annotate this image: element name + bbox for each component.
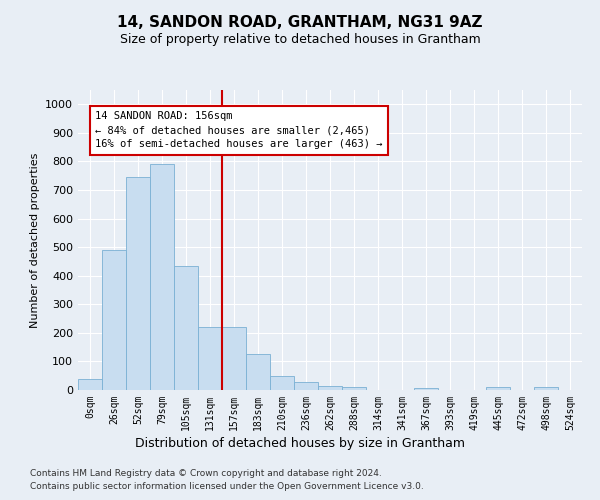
Bar xyxy=(486,387,510,390)
Text: 14, SANDON ROAD, GRANTHAM, NG31 9AZ: 14, SANDON ROAD, GRANTHAM, NG31 9AZ xyxy=(117,15,483,30)
Bar xyxy=(414,388,438,390)
Text: Contains HM Land Registry data © Crown copyright and database right 2024.: Contains HM Land Registry data © Crown c… xyxy=(30,468,382,477)
Text: Distribution of detached houses by size in Grantham: Distribution of detached houses by size … xyxy=(135,438,465,450)
Bar xyxy=(150,164,174,390)
Y-axis label: Number of detached properties: Number of detached properties xyxy=(29,152,40,328)
Bar xyxy=(318,386,342,390)
Bar xyxy=(174,266,198,390)
Text: 14 SANDON ROAD: 156sqm
← 84% of detached houses are smaller (2,465)
16% of semi-: 14 SANDON ROAD: 156sqm ← 84% of detached… xyxy=(95,112,382,150)
Bar xyxy=(270,376,294,390)
Text: Size of property relative to detached houses in Grantham: Size of property relative to detached ho… xyxy=(119,32,481,46)
Bar xyxy=(102,250,126,390)
Bar xyxy=(78,378,102,390)
Bar xyxy=(222,327,246,390)
Bar xyxy=(342,387,366,390)
Bar xyxy=(198,327,222,390)
Text: Contains public sector information licensed under the Open Government Licence v3: Contains public sector information licen… xyxy=(30,482,424,491)
Bar xyxy=(246,354,270,390)
Bar xyxy=(534,387,558,390)
Bar xyxy=(294,382,318,390)
Bar xyxy=(126,177,150,390)
